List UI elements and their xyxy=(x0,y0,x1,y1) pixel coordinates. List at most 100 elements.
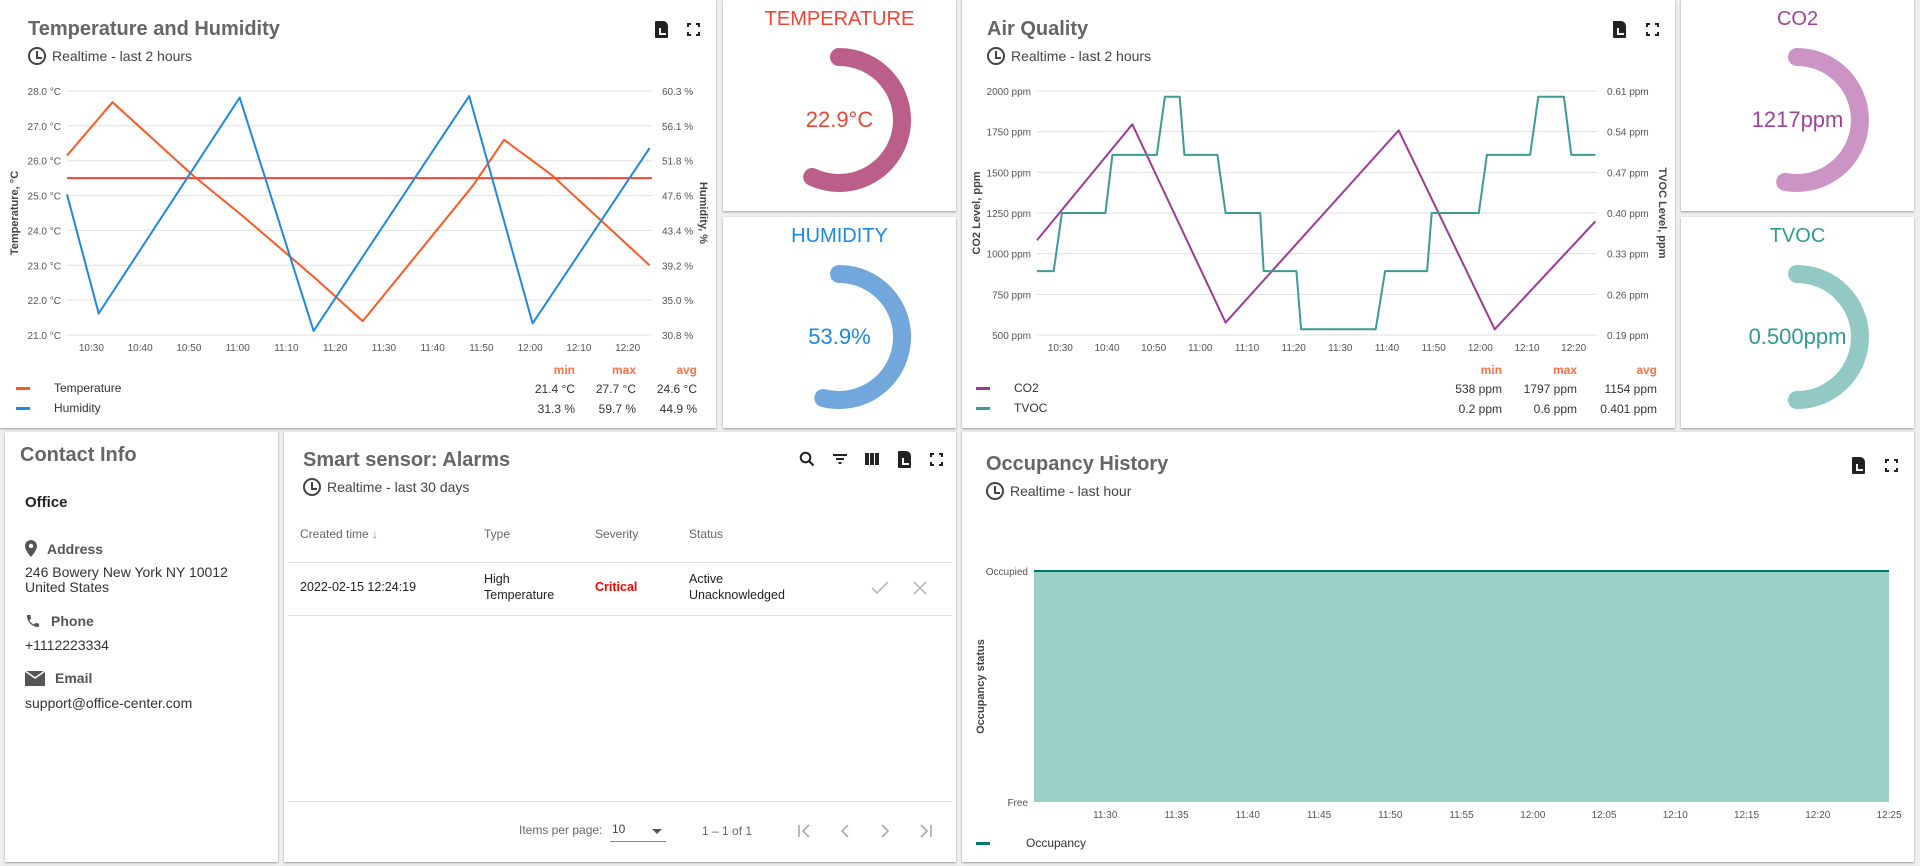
table-row[interactable]: 2022-02-15 12:24:19 High Temperature Crit… xyxy=(284,563,956,615)
email-address[interactable]: support@office-center.com xyxy=(25,695,193,711)
label-text: Email xyxy=(55,670,93,686)
gauge-value: 22.9°C xyxy=(805,107,874,132)
fullscreen-icon[interactable] xyxy=(684,20,702,38)
y2-tick-label: 39.2 % xyxy=(662,261,693,272)
clock-icon xyxy=(987,47,1005,65)
phone-number[interactable]: +1112223334 xyxy=(25,637,109,653)
legend-item-temperature[interactable]: Temperature xyxy=(16,381,121,395)
series-line-co2 xyxy=(1036,123,1597,331)
x-tick-label: 11:30 xyxy=(1093,810,1118,821)
status-line: Active xyxy=(689,572,724,586)
legend-swatch xyxy=(16,386,30,390)
series-line-humidity xyxy=(66,95,651,332)
x-tick-label: 12:10 xyxy=(1514,343,1539,354)
legend-item-co2[interactable]: CO2 xyxy=(976,381,1039,395)
x-tick-label: 12:00 xyxy=(518,343,543,354)
legend-item-occupancy[interactable]: Occupancy xyxy=(976,836,1086,850)
x-tick-label: 11:40 xyxy=(1375,343,1400,354)
export-icon[interactable] xyxy=(895,450,913,468)
x-tick-label: 11:35 xyxy=(1164,810,1189,821)
column-header-type[interactable]: Type xyxy=(484,527,511,541)
first-page-icon[interactable] xyxy=(796,822,814,840)
previous-page-icon[interactable] xyxy=(836,822,854,840)
x-tick-label: 12:25 xyxy=(1876,810,1901,821)
gauge-title: TEMPERATURE xyxy=(764,8,915,30)
fullscreen-icon[interactable] xyxy=(927,450,945,468)
column-header-status[interactable]: Status xyxy=(689,527,724,541)
legend-swatch xyxy=(16,406,30,410)
widget-title: Smart sensor: Alarms xyxy=(303,449,511,471)
tvoc-avg: 0.401 ppm xyxy=(1600,402,1657,416)
address-line2: United States xyxy=(25,579,110,595)
type-line: Temperature xyxy=(484,588,555,602)
cell-created-time: 2022-02-15 12:24:19 xyxy=(300,580,417,594)
temperature-gauge: TEMPERATURE 22.9°C xyxy=(723,0,956,211)
next-page-icon[interactable] xyxy=(876,822,894,840)
x-tick-label: 11:45 xyxy=(1307,810,1332,821)
divider xyxy=(288,562,952,563)
y2-tick-label: 56.1 % xyxy=(662,122,693,133)
humidity-min: 31.3 % xyxy=(537,402,575,416)
air-quality-chart: 500 ppm 750 ppm 1000 ppm 1250 ppm 1500 ppm 17… xyxy=(971,87,1668,354)
y2-tick-label: 0.33 ppm xyxy=(1607,250,1649,261)
x-tick-label: 11:10 xyxy=(1235,343,1260,354)
x-tick-label: 11:40 xyxy=(1236,810,1261,821)
legend-stats: min max avg Temperature 21.4 °C 27.7 °C … xyxy=(0,0,716,428)
alarms-widget: Smart sensor: Alarms Realtime - last 30 … xyxy=(284,432,956,862)
y-axis-label: Occupancy status xyxy=(975,639,987,734)
legend-item-humidity[interactable]: Humidity xyxy=(16,401,101,415)
export-icon[interactable] xyxy=(1610,20,1628,38)
legend-swatch xyxy=(976,841,990,845)
gauge-arc xyxy=(803,48,911,192)
x-tick-label: 12:20 xyxy=(615,343,640,354)
clear-close-icon[interactable] xyxy=(911,579,929,597)
clock-icon xyxy=(986,482,1004,500)
humidity-avg: 44.9 % xyxy=(659,402,697,416)
legend-item-tvoc[interactable]: TVOC xyxy=(976,401,1047,415)
clock-icon xyxy=(303,478,321,496)
widget-title: Temperature and Humidity xyxy=(28,18,280,40)
y-axis-label: Temperature, °C xyxy=(9,171,21,255)
contact-info-widget: Contact Info Office Address 246 Bowery N… xyxy=(5,432,278,862)
timewindow[interactable]: Realtime - last 2 hours xyxy=(987,47,1151,65)
address-line1: 246 Bowery New York NY 10012 xyxy=(25,564,228,580)
timewindow[interactable]: Realtime - last 2 hours xyxy=(28,47,192,65)
y-tick-label: Occupied xyxy=(986,567,1028,578)
co2-gauge: CO2 1217ppm xyxy=(1681,0,1914,211)
temperature-avg: 24.6 °C xyxy=(656,382,697,396)
x-tick-label: 11:00 xyxy=(1188,343,1213,354)
column-header-severity[interactable]: Severity xyxy=(595,527,639,541)
fullscreen-icon[interactable] xyxy=(1643,20,1661,38)
filter-icon[interactable] xyxy=(831,450,849,468)
y-tick-label: 1250 ppm xyxy=(987,209,1031,220)
columns-icon[interactable] xyxy=(863,450,881,468)
search-icon[interactable] xyxy=(798,450,816,468)
export-icon[interactable] xyxy=(652,20,670,38)
status-line: Unacknowledged xyxy=(689,588,785,602)
timewindow[interactable]: Realtime - last 30 days xyxy=(303,478,469,496)
dropdown-arrow-icon xyxy=(652,829,662,834)
timewindow[interactable]: Realtime - last hour xyxy=(986,482,1131,500)
export-icon[interactable] xyxy=(1849,456,1867,474)
items-per-page-select[interactable]: 10 xyxy=(610,818,666,842)
legend-label: CO2 xyxy=(1014,381,1039,395)
header-text: Created time xyxy=(300,527,369,541)
y-tick-label: 28.0 °C xyxy=(28,87,61,98)
y2-tick-label: 0.47 ppm xyxy=(1607,168,1649,179)
phone-icon xyxy=(27,615,39,627)
legend-swatch xyxy=(976,386,990,390)
x-tick-label: 12:20 xyxy=(1805,810,1830,821)
items-per-page-label: Items per page: xyxy=(519,823,603,837)
gauge-arc-svg xyxy=(1776,48,1869,192)
acknowledge-check-icon[interactable] xyxy=(871,579,889,597)
last-page-icon[interactable] xyxy=(916,822,934,840)
widget-title: Air Quality xyxy=(987,18,1089,40)
tvoc-gauge: TVOC 0.500ppm xyxy=(1681,217,1914,428)
humidity-gauge: HUMIDITY 53.9% xyxy=(723,217,956,428)
address-label: Address xyxy=(25,540,103,557)
x-tick-label: 11:40 xyxy=(420,343,445,354)
column-header-created-time[interactable]: Created time ↓ xyxy=(300,527,378,541)
x-tick-label: 10:50 xyxy=(1141,343,1166,354)
y2-tick-label: 51.8 % xyxy=(662,157,693,168)
fullscreen-icon[interactable] xyxy=(1882,456,1900,474)
